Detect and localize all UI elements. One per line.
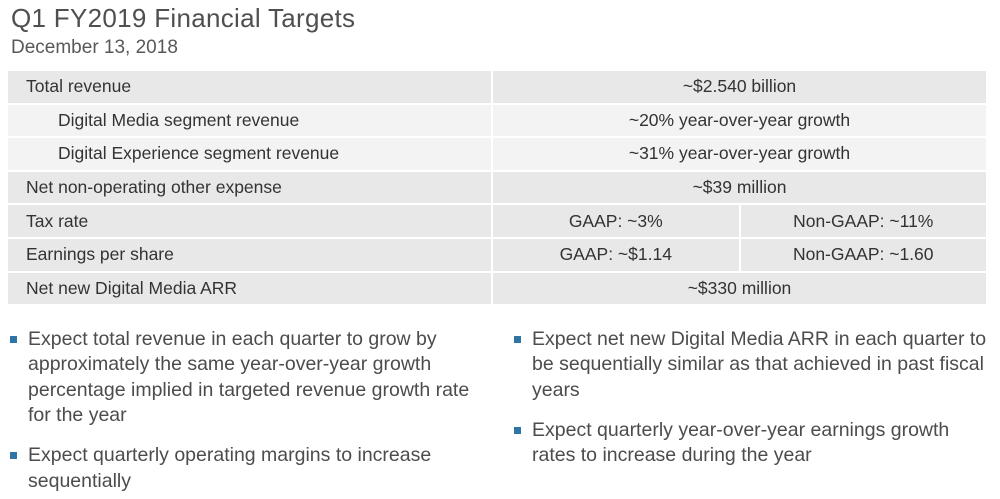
page-date: December 13, 2018 (11, 37, 178, 58)
bullet-icon (10, 336, 17, 343)
notes-column-left: Expect total revenue in each quarter to … (10, 327, 488, 494)
row-value-gaap: GAAP: ~$1.14 (493, 238, 739, 271)
table-row-net-non-operating-expense: Net non-operating other expense ~$39 mil… (8, 171, 986, 204)
page-title: Q1 FY2019 Financial Targets (11, 3, 356, 33)
list-item-text: Expect quarterly year-over-year earnings… (532, 419, 950, 467)
row-label: Total revenue (8, 71, 491, 103)
row-value-split: GAAP: ~$1.14 Non-GAAP: ~1.60 (493, 238, 986, 271)
notes-column-right: Expect net new Digital Media ARR in each… (514, 327, 992, 494)
table-row-total-revenue: Total revenue ~$2.540 billion (8, 71, 986, 103)
list-item-text: Expect net new Digital Media ARR in each… (532, 328, 987, 401)
list-item-text: Expect quarterly operating margins to in… (28, 444, 432, 492)
row-label: Earnings per share (8, 238, 491, 271)
list-item: Expect net new Digital Media ARR in each… (514, 327, 992, 403)
row-label: Digital Experience segment revenue (8, 138, 491, 170)
table-row-earnings-per-share: Earnings per share GAAP: ~$1.14 Non-GAAP… (8, 238, 986, 271)
targets-table: Total revenue ~$2.540 billion Digital Me… (8, 71, 986, 305)
row-value: ~31% year-over-year growth (493, 138, 986, 170)
row-value: ~$330 million (493, 272, 986, 305)
row-value: ~20% year-over-year growth (493, 104, 986, 137)
bullet-icon (514, 427, 521, 435)
notes-section: Expect total revenue in each quarter to … (10, 327, 992, 494)
list-item-text: Expect total revenue in each quarter to … (28, 328, 470, 427)
row-label: Digital Media segment revenue (8, 104, 491, 137)
list-item: Expect quarterly year-over-year earnings… (514, 418, 992, 469)
bullet-icon (514, 336, 521, 343)
row-value-non-gaap: Non-GAAP: ~1.60 (740, 238, 986, 271)
list-item: Expect total revenue in each quarter to … (10, 327, 488, 428)
table-row-net-new-digital-media-arr: Net new Digital Media ARR ~$330 million (8, 272, 986, 305)
table-row-digital-media-revenue: Digital Media segment revenue ~20% year-… (8, 104, 986, 137)
bullet-icon (10, 452, 17, 460)
table-row-tax-rate: Tax rate GAAP: ~3% Non-GAAP: ~11% (8, 205, 986, 237)
list-item: Expect quarterly operating margins to in… (10, 443, 488, 494)
row-value: ~$2.540 billion (493, 71, 986, 103)
row-label: Tax rate (8, 205, 491, 237)
row-value-split: GAAP: ~3% Non-GAAP: ~11% (493, 205, 986, 237)
row-value: ~$39 million (493, 171, 986, 204)
row-label: Net non-operating other expense (8, 171, 491, 204)
table-row-digital-experience-revenue: Digital Experience segment revenue ~31% … (8, 138, 986, 170)
row-value-non-gaap: Non-GAAP: ~11% (740, 205, 986, 237)
row-value-gaap: GAAP: ~3% (493, 205, 739, 237)
row-label: Net new Digital Media ARR (8, 272, 491, 305)
